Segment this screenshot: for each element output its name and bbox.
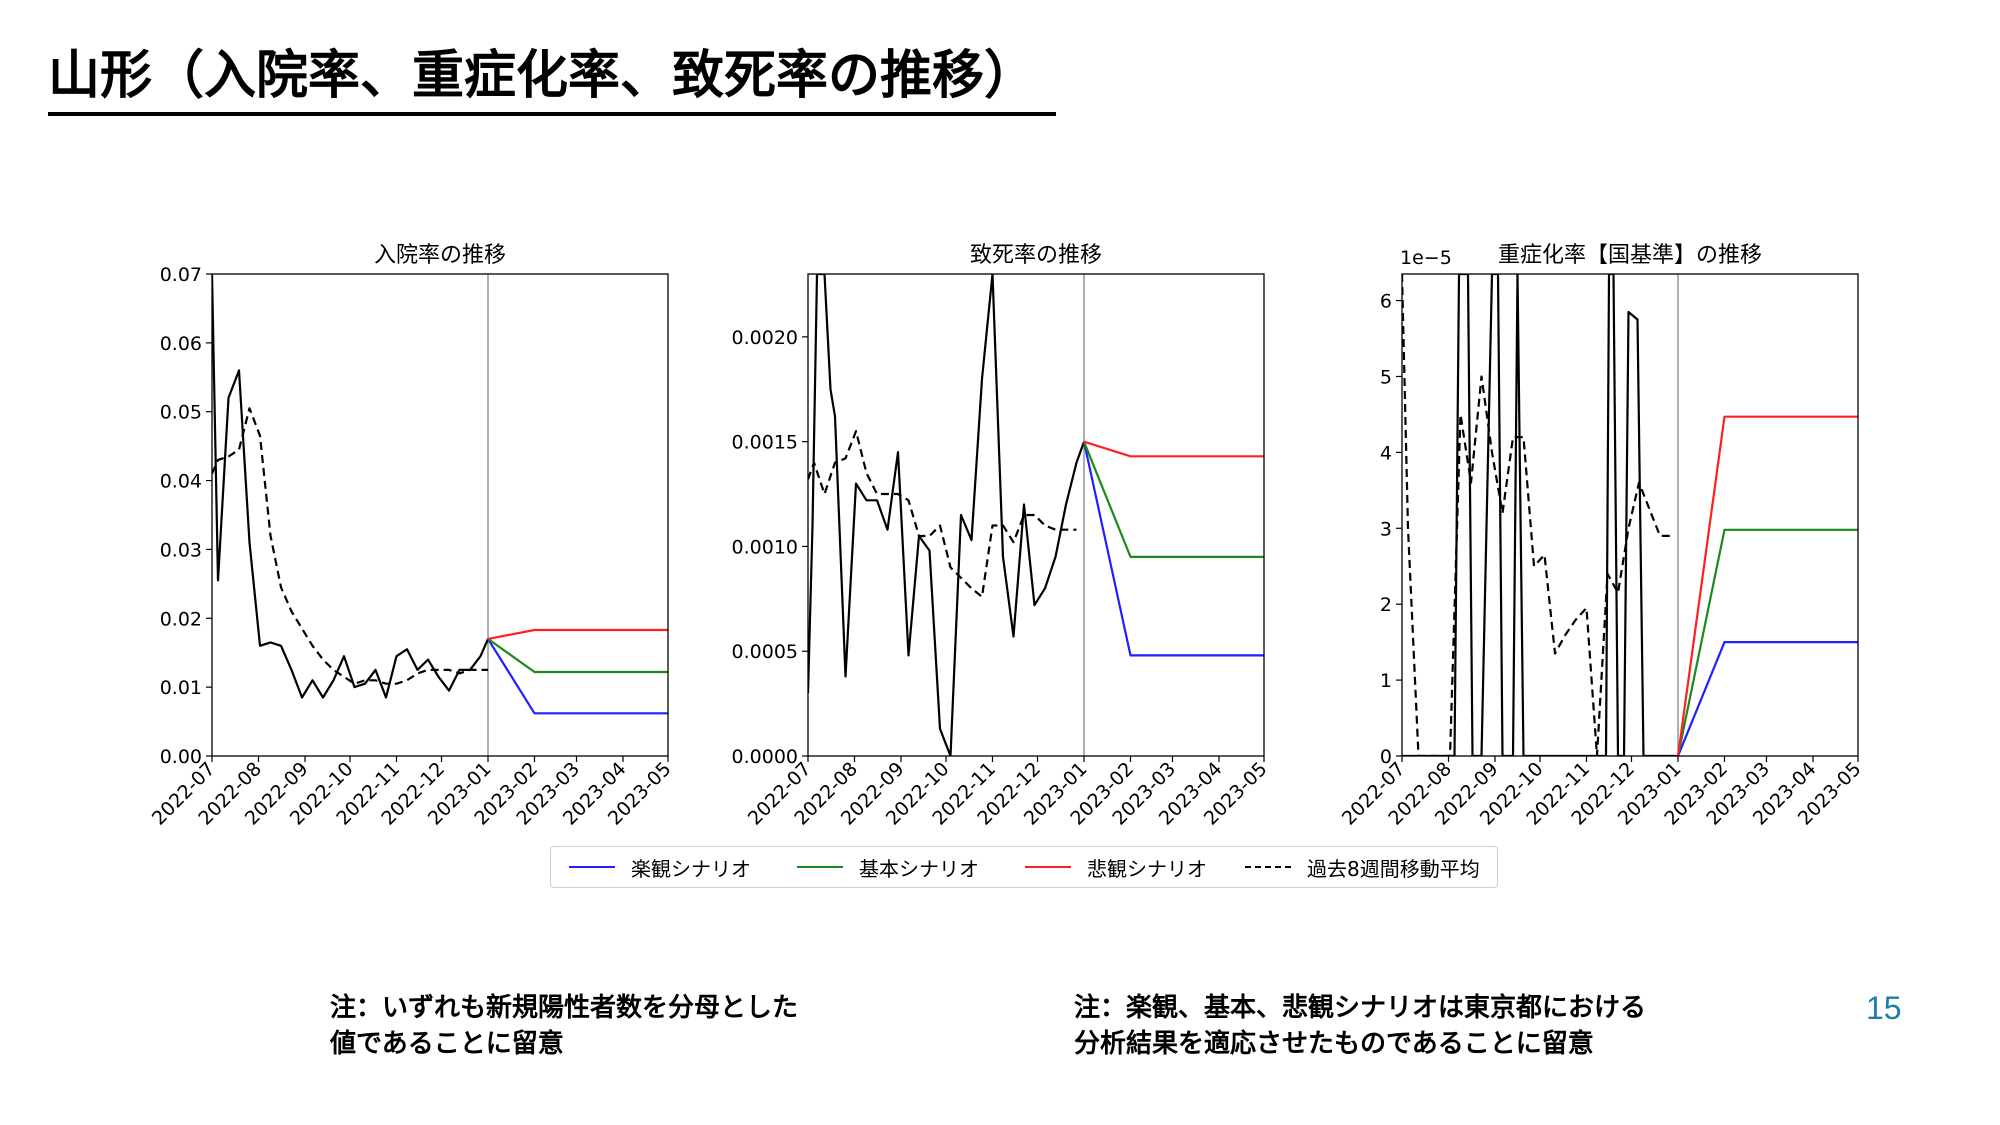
- axis-scale-label: 1e−5: [1400, 247, 1452, 269]
- note-right-line-2: 分析結果を適応させたものであることに留意: [1074, 1029, 1594, 1059]
- series-line-actual: [1402, 274, 1678, 756]
- series-line-base: [487, 638, 668, 674]
- series-line-pessimistic: [1083, 440, 1264, 458]
- y-tick-label: 6: [1380, 291, 1392, 313]
- y-tick-label: 4: [1380, 442, 1392, 464]
- y-tick-label: 0.06: [160, 333, 202, 355]
- slide-title: 山形（入院率、重症化率、致死率の推移）: [48, 40, 1057, 116]
- legend-item-optimistic: 楽観シナリオ: [569, 847, 751, 887]
- note-left-line-1: 注：いずれも新規陽性者数を分母とした: [330, 993, 799, 1023]
- plot-frame: [211, 273, 669, 757]
- y-tick-label: 0.0000: [732, 746, 798, 768]
- y-tick-label: 0.0015: [732, 432, 798, 454]
- series-line-moving_average: [1402, 274, 1671, 756]
- chart-title: 重症化率【国基準】の推移: [1498, 243, 1762, 268]
- legend-line-optimistic: [569, 866, 615, 868]
- chart-title: 入院率の推移: [374, 243, 506, 268]
- y-tick-label: 0.0020: [732, 327, 798, 349]
- series-line-moving_average: [808, 430, 1077, 598]
- y-tick-label: 0.01: [160, 677, 202, 699]
- y-tick-label: 0.04: [160, 471, 202, 493]
- plot-frame: [1401, 273, 1859, 757]
- series-line-moving_average: [212, 407, 488, 685]
- legend-label-pessimistic: 悲観シナリオ: [1087, 856, 1207, 881]
- y-tick-label: 0.02: [160, 608, 202, 630]
- legend: 楽観シナリオ 基本シナリオ 悲観シナリオ 過去8週間移動平均: [550, 846, 1498, 888]
- series-line-optimistic: [487, 638, 668, 715]
- y-tick-label: 0.0005: [732, 641, 798, 663]
- series-line-actual: [212, 274, 490, 699]
- note-right: 注：楽観、基本、悲観シナリオは東京都における 分析結果を適応させたものであること…: [1074, 990, 1646, 1062]
- y-tick-label: 1: [1380, 670, 1392, 692]
- note-right-line-1: 注：楽観、基本、悲観シナリオは東京都における: [1074, 993, 1647, 1023]
- page-number: 15: [1866, 990, 1902, 1026]
- y-tick-label: 0.05: [160, 402, 202, 424]
- legend-label-base: 基本シナリオ: [859, 856, 979, 881]
- series-line-base: [1082, 441, 1264, 559]
- y-tick-label: 0.07: [160, 264, 202, 286]
- series-line-optimistic: [1082, 441, 1264, 657]
- legend-line-base: [797, 866, 843, 868]
- y-tick-label: 0: [1380, 746, 1392, 768]
- y-tick-label: 2: [1380, 594, 1392, 616]
- series-line-base: [1676, 528, 1858, 756]
- series-line-pessimistic: [1676, 415, 1858, 756]
- y-tick-label: 0.03: [160, 539, 202, 561]
- series-line-pessimistic: [487, 628, 668, 640]
- y-tick-label: 0.0010: [732, 536, 798, 558]
- y-tick-label: 5: [1380, 366, 1392, 388]
- note-left-line-2: 値であることに留意: [330, 1029, 564, 1059]
- legend-line-moving-average: [1245, 866, 1291, 868]
- plot-frame: [807, 273, 1265, 757]
- legend-item-moving-average: 過去8週間移動平均: [1245, 847, 1480, 887]
- legend-label-optimistic: 楽観シナリオ: [631, 856, 751, 881]
- legend-label-moving-average: 過去8週間移動平均: [1307, 856, 1480, 881]
- legend-item-pessimistic: 悲観シナリオ: [1025, 847, 1207, 887]
- y-tick-label: 3: [1380, 518, 1392, 540]
- legend-item-base: 基本シナリオ: [797, 847, 979, 887]
- y-tick-label: 0.00: [160, 746, 202, 768]
- legend-line-pessimistic: [1025, 866, 1071, 868]
- series-line-optimistic: [1676, 640, 1858, 756]
- series-line-actual: [808, 274, 1086, 756]
- note-left: 注：いずれも新規陽性者数を分母とした 値であることに留意: [330, 990, 798, 1062]
- chart-title: 致死率の推移: [970, 243, 1102, 268]
